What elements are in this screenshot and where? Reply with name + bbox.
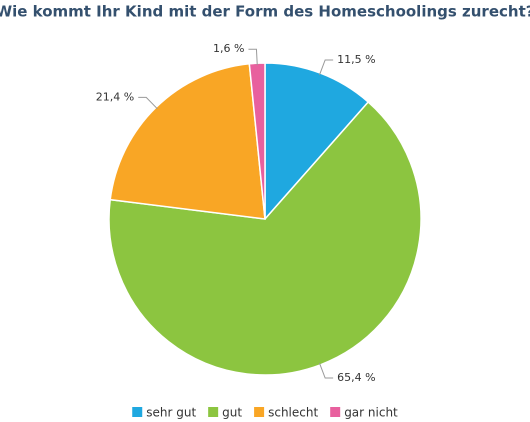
legend-label: gar nicht [344, 406, 398, 420]
data-label: 65,4 % [337, 371, 375, 384]
chart-title: Wie kommt Ihr Kind mit der Form des Home… [0, 3, 530, 21]
legend-label: sehr gut [146, 406, 196, 420]
legend-swatch [254, 407, 265, 417]
data-label: 11,5 % [337, 53, 375, 66]
leader-line [138, 96, 158, 110]
leader-line [248, 48, 258, 66]
legend-label: gut [222, 406, 242, 420]
pie-slice [109, 62, 266, 220]
leader-line [319, 362, 334, 379]
legend-swatch [208, 407, 219, 417]
legend-swatch [132, 407, 143, 417]
data-label: 1,6 % [213, 42, 244, 55]
leader-line [319, 59, 334, 76]
legend-label: schlecht [268, 406, 318, 420]
data-label: 21,4 % [96, 90, 134, 103]
legend-swatch [330, 407, 341, 417]
